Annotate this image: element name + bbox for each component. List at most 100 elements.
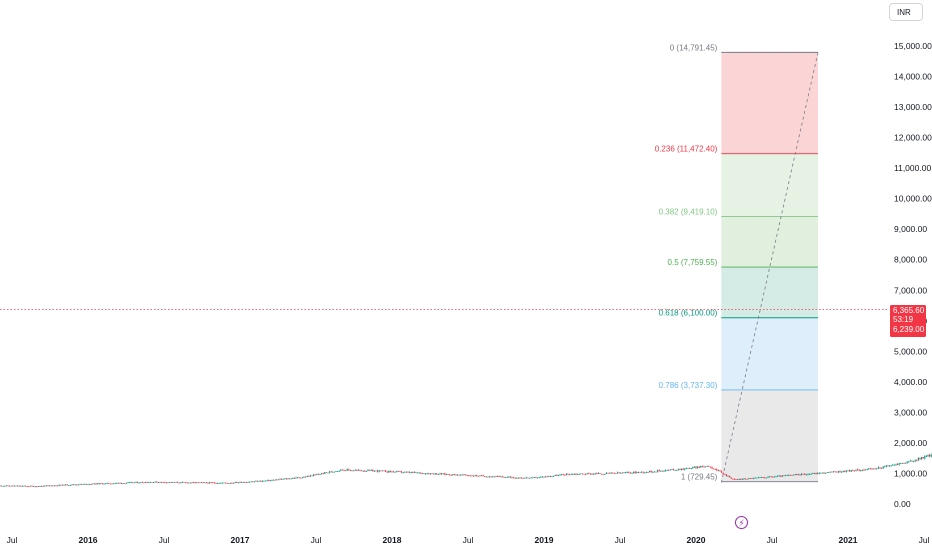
candle-body: [781, 475, 783, 477]
candle-body: [132, 482, 134, 483]
candle-body: [677, 469, 679, 470]
candle-body: [47, 485, 49, 487]
fib-zone: [721, 317, 818, 390]
candle-body: [437, 474, 439, 476]
candle-body: [733, 479, 735, 480]
currency-button[interactable]: INR: [889, 3, 923, 21]
candle-body: [221, 482, 223, 484]
candle-body: [396, 471, 398, 472]
candle-body: [821, 472, 823, 474]
candle-body: [178, 482, 180, 484]
candle-body: [10, 485, 12, 487]
candle-body: [695, 466, 697, 469]
candle-body: [159, 482, 161, 484]
candle-body: [786, 475, 788, 477]
candle-body: [279, 478, 281, 480]
candle-body: [773, 476, 775, 478]
candle-body: [231, 482, 233, 484]
candle-body: [431, 473, 433, 475]
candle-body: [479, 475, 481, 477]
candle-body: [732, 478, 734, 480]
candle-body: [199, 482, 201, 484]
candle-body: [905, 462, 907, 464]
candle-body: [689, 467, 691, 469]
candle-body: [802, 473, 804, 475]
candle-body: [319, 474, 321, 475]
candle-body: [737, 479, 739, 480]
candle-body: [340, 469, 342, 471]
candle-body: [722, 472, 724, 474]
candle-body: [297, 477, 299, 479]
candle-body: [914, 460, 916, 461]
candle-body: [634, 471, 636, 474]
fib-level-label: 0.786 (3,737.30): [659, 381, 718, 390]
fibonacci-levels: 0 (14,791.45) 0.236 (11,472.40) 0.382 (9,4…: [655, 43, 818, 483]
candle-body: [4, 485, 6, 487]
candle-body: [535, 477, 537, 479]
candle-body: [780, 475, 782, 477]
candle-body: [777, 475, 779, 477]
candle-body: [653, 471, 655, 473]
candle-body: [492, 476, 494, 478]
candle-body: [380, 470, 382, 472]
candle-body: [122, 483, 124, 484]
candle-body: [527, 477, 529, 479]
candle-body: [156, 481, 158, 483]
candle-body: [652, 471, 654, 473]
candle-body: [703, 466, 705, 468]
candle-body: [146, 482, 148, 483]
candle-body: [826, 472, 828, 474]
price-badges: 6,365.60 53:19 6,239.00: [890, 305, 926, 337]
candle-body: [617, 472, 619, 474]
x-tick-label: 2016: [79, 535, 98, 545]
candle-body: [762, 477, 764, 478]
candle-body: [329, 471, 331, 473]
candle-body: [103, 483, 105, 485]
candle-body: [436, 473, 438, 475]
candle-body: [724, 473, 726, 475]
candle-body: [453, 474, 455, 475]
candle-body: [338, 470, 340, 472]
candle-body: [316, 474, 318, 476]
candle-body: [332, 471, 334, 473]
candle-body: [388, 470, 390, 473]
candle-body: [292, 478, 294, 479]
candle-body: [149, 482, 151, 483]
candle-body: [253, 481, 255, 483]
lightning-icon[interactable]: ⚡: [735, 516, 748, 529]
candle-body: [354, 470, 356, 471]
candle-body: [444, 473, 446, 475]
candle-body: [170, 482, 172, 483]
candle-body: [575, 473, 577, 475]
candle-body: [873, 468, 875, 470]
candle-body: [93, 483, 95, 485]
x-tick-label: Jul: [7, 535, 18, 545]
candle-body: [797, 474, 799, 476]
candle-body: [813, 473, 815, 475]
candle-body: [20, 485, 22, 487]
candle-body: [119, 482, 121, 484]
currency-label: INR: [897, 7, 911, 17]
candle-body: [482, 475, 484, 477]
candle-body: [889, 465, 891, 467]
candle-body: [87, 484, 89, 486]
candle-body: [397, 471, 399, 472]
candle-body: [925, 456, 927, 457]
candle-body: [916, 460, 918, 461]
candle-body: [609, 472, 611, 474]
candle-body: [671, 469, 673, 470]
candle-body: [258, 480, 260, 482]
candle-body: [58, 484, 60, 486]
candle-body: [636, 472, 638, 474]
candle-body: [409, 471, 411, 473]
candle-body: [335, 471, 337, 472]
candle-body: [556, 475, 558, 476]
candle-body: [809, 474, 811, 475]
candle-body: [602, 473, 604, 475]
candle-body: [871, 468, 873, 470]
candle-body: [836, 471, 838, 473]
candle-body: [685, 468, 687, 470]
candle-body: [676, 469, 678, 471]
candle-body: [775, 476, 777, 478]
